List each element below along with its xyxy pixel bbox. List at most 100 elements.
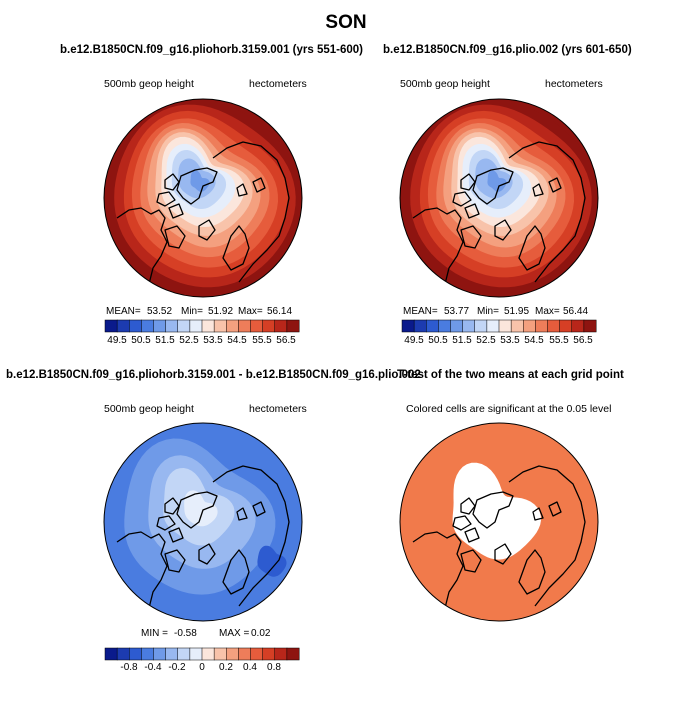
panel2-units-label: hectometers xyxy=(545,78,603,90)
panel2-tick: 53.5 xyxy=(500,335,520,346)
panel3-tick: 0.8 xyxy=(267,662,281,673)
colorbar-swatch xyxy=(438,319,451,333)
panel1-tick: 49.5 xyxy=(107,335,127,346)
panel1-tick: 51.5 xyxy=(155,335,175,346)
coastline-segment xyxy=(460,225,482,249)
colorbar-swatch xyxy=(129,647,142,661)
panel1-variable-label: 500mb geop height xyxy=(104,78,194,90)
panel2-mean-value: 53.77 xyxy=(444,306,470,317)
colorbar-swatch xyxy=(153,319,167,333)
panel2-tick: 56.5 xyxy=(573,335,593,346)
panel2-tick: 51.5 xyxy=(452,335,472,346)
panel3-tick: -0.8 xyxy=(120,662,138,673)
colorbar-swatch xyxy=(450,319,464,333)
colorbar-swatch xyxy=(571,319,585,333)
coastline-segment xyxy=(532,501,562,521)
panel3-max-value: 0.02 xyxy=(251,628,271,639)
coastline-segment xyxy=(494,219,512,241)
colorbar-swatch xyxy=(104,647,118,661)
coastline-segment xyxy=(236,177,266,197)
map-fill xyxy=(400,99,598,297)
panel1-tick: 55.5 xyxy=(252,335,272,346)
panel1-tick: 53.5 xyxy=(203,335,223,346)
colorbar-swatch xyxy=(129,319,142,333)
coastline-segment xyxy=(212,465,290,607)
coastlines xyxy=(116,141,290,285)
colorbar-swatch xyxy=(547,319,561,333)
colorbar-swatch xyxy=(116,647,130,661)
colorbar-swatch xyxy=(165,319,179,333)
panel3-tick: -0.4 xyxy=(144,662,162,673)
colorbar-swatch xyxy=(153,647,167,661)
coastlines xyxy=(412,465,586,609)
panel2-polar-map xyxy=(399,98,599,298)
colorbar-swatch xyxy=(401,319,415,333)
panel3-max-label: MAX = xyxy=(219,628,250,639)
colorbar-swatch xyxy=(535,319,548,333)
panel1-tick: 50.5 xyxy=(131,335,151,346)
coastline-segment xyxy=(156,173,184,219)
panel3-variable-label: 500mb geop height xyxy=(104,403,194,415)
panel1-units-label: hectometers xyxy=(249,78,307,90)
panel2-tick: 50.5 xyxy=(428,335,448,346)
panel2-colorbar xyxy=(401,319,597,333)
coastline-segment xyxy=(198,543,216,565)
panel3-units-label: hectometers xyxy=(249,403,307,415)
panel1-mean-value: 53.52 xyxy=(147,306,173,317)
panel4-title: T-test of the two means at each grid poi… xyxy=(397,369,624,381)
panel1-max-label: Max= xyxy=(238,306,263,317)
colorbar-swatch xyxy=(262,647,276,661)
coastline-segment xyxy=(472,491,514,529)
panel1-min-value: 51.92 xyxy=(208,306,234,317)
coastline-segment xyxy=(518,549,546,595)
colorbar-swatch xyxy=(474,319,488,333)
panel2-variable-label: 500mb geop height xyxy=(400,78,490,90)
panel2-mean-label: MEAN= xyxy=(403,306,438,317)
colorbar-swatch xyxy=(498,319,512,333)
panel3-min-label: MIN = xyxy=(141,628,168,639)
coastline-segment xyxy=(412,207,464,285)
coastline-segment xyxy=(164,225,186,249)
panel2-title: b.e12.B1850CN.f09_g16.plio.002 (yrs 601-… xyxy=(383,44,632,56)
coastline-segment xyxy=(472,167,514,205)
colorbar-swatch xyxy=(189,319,203,333)
colorbar-swatch xyxy=(141,647,154,661)
panel1-mean-label: MEAN= xyxy=(106,306,141,317)
panel1-tick: 54.5 xyxy=(227,335,247,346)
colorbar-swatch xyxy=(104,319,118,333)
panel1-colorbar xyxy=(104,319,300,333)
panel3-tick: 0 xyxy=(199,662,205,673)
coastline-segment xyxy=(508,141,586,283)
colorbar-swatch xyxy=(286,647,300,661)
coastline-segment xyxy=(452,497,480,543)
coastline-segment xyxy=(494,543,512,565)
colorbar-swatch xyxy=(213,319,227,333)
coastline-segment xyxy=(222,549,250,595)
colorbar-swatch xyxy=(213,647,227,661)
coastline-segment xyxy=(116,531,168,609)
panel3-tick: -0.2 xyxy=(168,662,186,673)
panel3-title: b.e12.B1850CN.f09_g16.pliohorb.3159.001 … xyxy=(6,369,421,381)
colorbar-swatch xyxy=(238,647,251,661)
coastline-segment xyxy=(164,549,186,573)
panel3-tick: 0.2 xyxy=(219,662,233,673)
map-fill xyxy=(400,423,598,621)
panel2-max-label: Max= xyxy=(535,306,560,317)
page-title: SON xyxy=(325,12,367,33)
coastline-segment xyxy=(156,497,184,543)
colorbar-swatch xyxy=(426,319,439,333)
panel2-tick: 52.5 xyxy=(476,335,496,346)
map-boundary xyxy=(103,422,303,622)
colorbar-swatch xyxy=(116,319,130,333)
colorbar-swatch xyxy=(201,319,215,333)
coastline-segment xyxy=(176,167,218,205)
panel1-title: b.e12.B1850CN.f09_g16.pliohorb.3159.001 … xyxy=(60,44,363,56)
coastline-segment xyxy=(222,225,250,271)
coastline-segment xyxy=(508,465,586,607)
colorbar-swatch xyxy=(462,319,476,333)
colorbar-swatch xyxy=(510,319,524,333)
coastline-segment xyxy=(198,219,216,241)
coastline-segment xyxy=(176,491,218,529)
coastline-segment xyxy=(532,177,562,197)
colorbar-swatch xyxy=(486,319,500,333)
